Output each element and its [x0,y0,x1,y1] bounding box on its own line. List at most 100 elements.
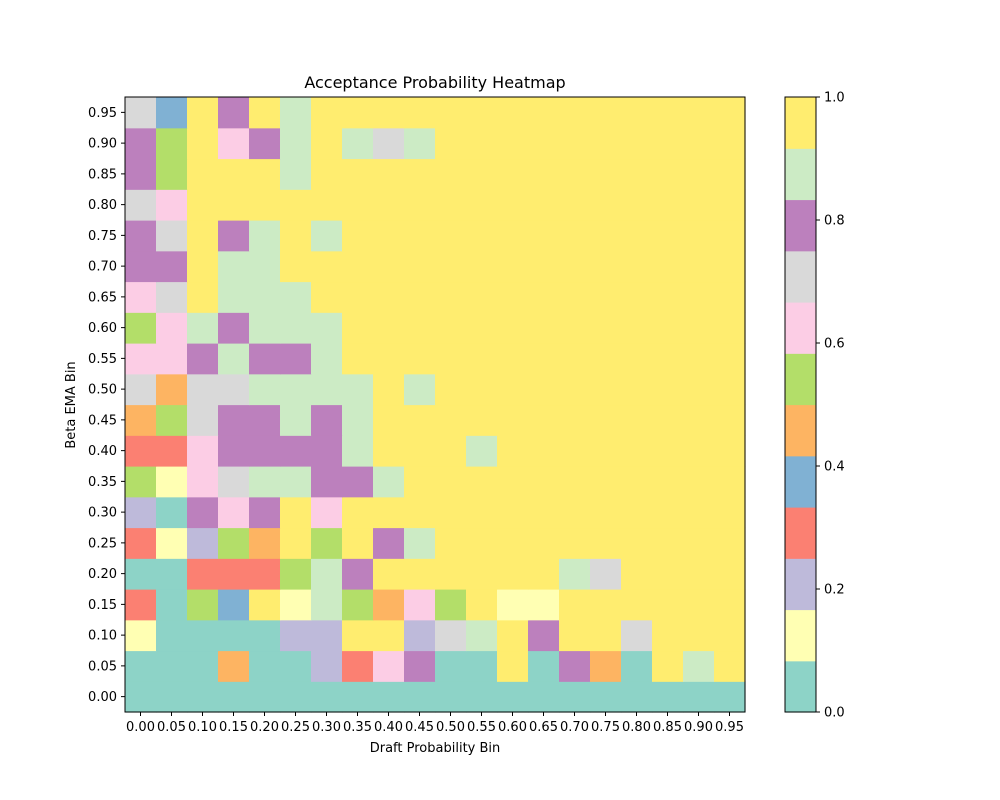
heatmap-cell [156,527,188,559]
heatmap-cell [559,250,591,283]
heatmap-cell [156,650,188,682]
heatmap-cell [652,681,684,713]
heatmap-cell [218,558,250,590]
heatmap-cell [218,466,250,498]
heatmap-cell [528,220,560,252]
heatmap-cell [280,681,312,713]
heatmap-cell [528,250,560,283]
y-tick-label: 0.00 [88,690,117,705]
y-tick-label: 0.15 [88,598,117,613]
y-tick-label: 0.30 [88,506,117,521]
heatmap-cell [218,97,250,129]
heatmap-cell [466,435,498,467]
heatmap-cell [466,619,498,652]
heatmap-cell [311,189,343,221]
heatmap-cell [528,373,560,406]
heatmap-cell [156,343,188,375]
heatmap-cell [125,312,157,344]
heatmap-cell [528,97,560,129]
heatmap-cell [156,158,188,190]
heatmap-cell [714,373,746,406]
colorbar-tick-label: 1.0 [824,91,845,106]
heatmap-cell [621,466,653,498]
heatmap-cell [621,589,653,621]
heatmap-cell [280,435,312,467]
heatmap-cell [466,466,498,498]
heatmap-cell [404,250,436,283]
heatmap-cell [559,589,591,621]
heatmap-cell [218,127,250,160]
heatmap-cell [280,343,312,375]
heatmap-cell [559,312,591,344]
heatmap-cell [559,158,591,190]
heatmap-cell [311,681,343,713]
heatmap-cell [652,189,684,221]
colorbar-tick-label: 0.6 [824,337,845,352]
heatmap-cell [280,281,312,313]
heatmap-cell [528,281,560,313]
heatmap-cell [342,527,374,559]
heatmap-cell [404,373,436,406]
heatmap-cell [435,619,467,652]
heatmap-cell [621,435,653,467]
x-tick-label: 0.65 [529,720,558,735]
colorbar-segment [785,558,816,611]
heatmap-cell [528,435,560,467]
heatmap-cell [466,97,498,129]
heatmap-cell [311,220,343,252]
heatmap-cell [683,527,715,559]
heatmap-cell [652,220,684,252]
heatmap-cell [621,404,653,436]
heatmap-cell [652,312,684,344]
heatmap-cell [311,158,343,190]
heatmap-cell [497,189,529,221]
heatmap-cell [404,527,436,559]
heatmap-cell [218,158,250,190]
heatmap-cell [280,97,312,129]
heatmap-cell [187,650,219,682]
heatmap-cell [466,650,498,682]
x-tick-label: 0.20 [250,720,279,735]
heatmap-cell [249,650,281,682]
heatmap-cell [311,589,343,621]
heatmap-cell [280,466,312,498]
heatmap-cell [466,127,498,160]
heatmap-cell [187,558,219,590]
heatmap-cell [466,373,498,406]
heatmap-cell [311,435,343,467]
heatmap-cell [652,373,684,406]
heatmap-cell [497,435,529,467]
heatmap-cell [404,127,436,160]
heatmap-cell [683,558,715,590]
heatmap-cell [497,558,529,590]
heatmap-cell [590,619,622,652]
x-tick-label: 0.45 [405,720,434,735]
heatmap-cell [621,250,653,283]
y-tick-label: 0.35 [88,475,117,490]
heatmap-cell [528,681,560,713]
heatmap-cell [125,466,157,498]
heatmap-cell [280,650,312,682]
colorbar-tick-label: 0.0 [824,706,845,721]
heatmap-cell [280,250,312,283]
colorbar-tick-label: 0.4 [824,460,845,475]
heatmap-cell [156,250,188,283]
heatmap-cell [435,404,467,436]
heatmap-cell [714,650,746,682]
heatmap-cell [187,496,219,529]
heatmap-cell [528,496,560,529]
heatmap-cell [373,404,405,436]
x-tick-label: 0.85 [653,720,682,735]
heatmap-cell [311,558,343,590]
heatmap-cell [156,435,188,467]
heatmap-cell [187,127,219,160]
y-tick-label: 0.60 [88,321,117,336]
heatmap-cell [714,681,746,713]
heatmap-cell [714,158,746,190]
heatmap-cell [683,97,715,129]
heatmap-cell [559,127,591,160]
heatmap-cell [559,496,591,529]
heatmap-cell [621,127,653,160]
heatmap-cell [373,343,405,375]
heatmap-cell [652,281,684,313]
